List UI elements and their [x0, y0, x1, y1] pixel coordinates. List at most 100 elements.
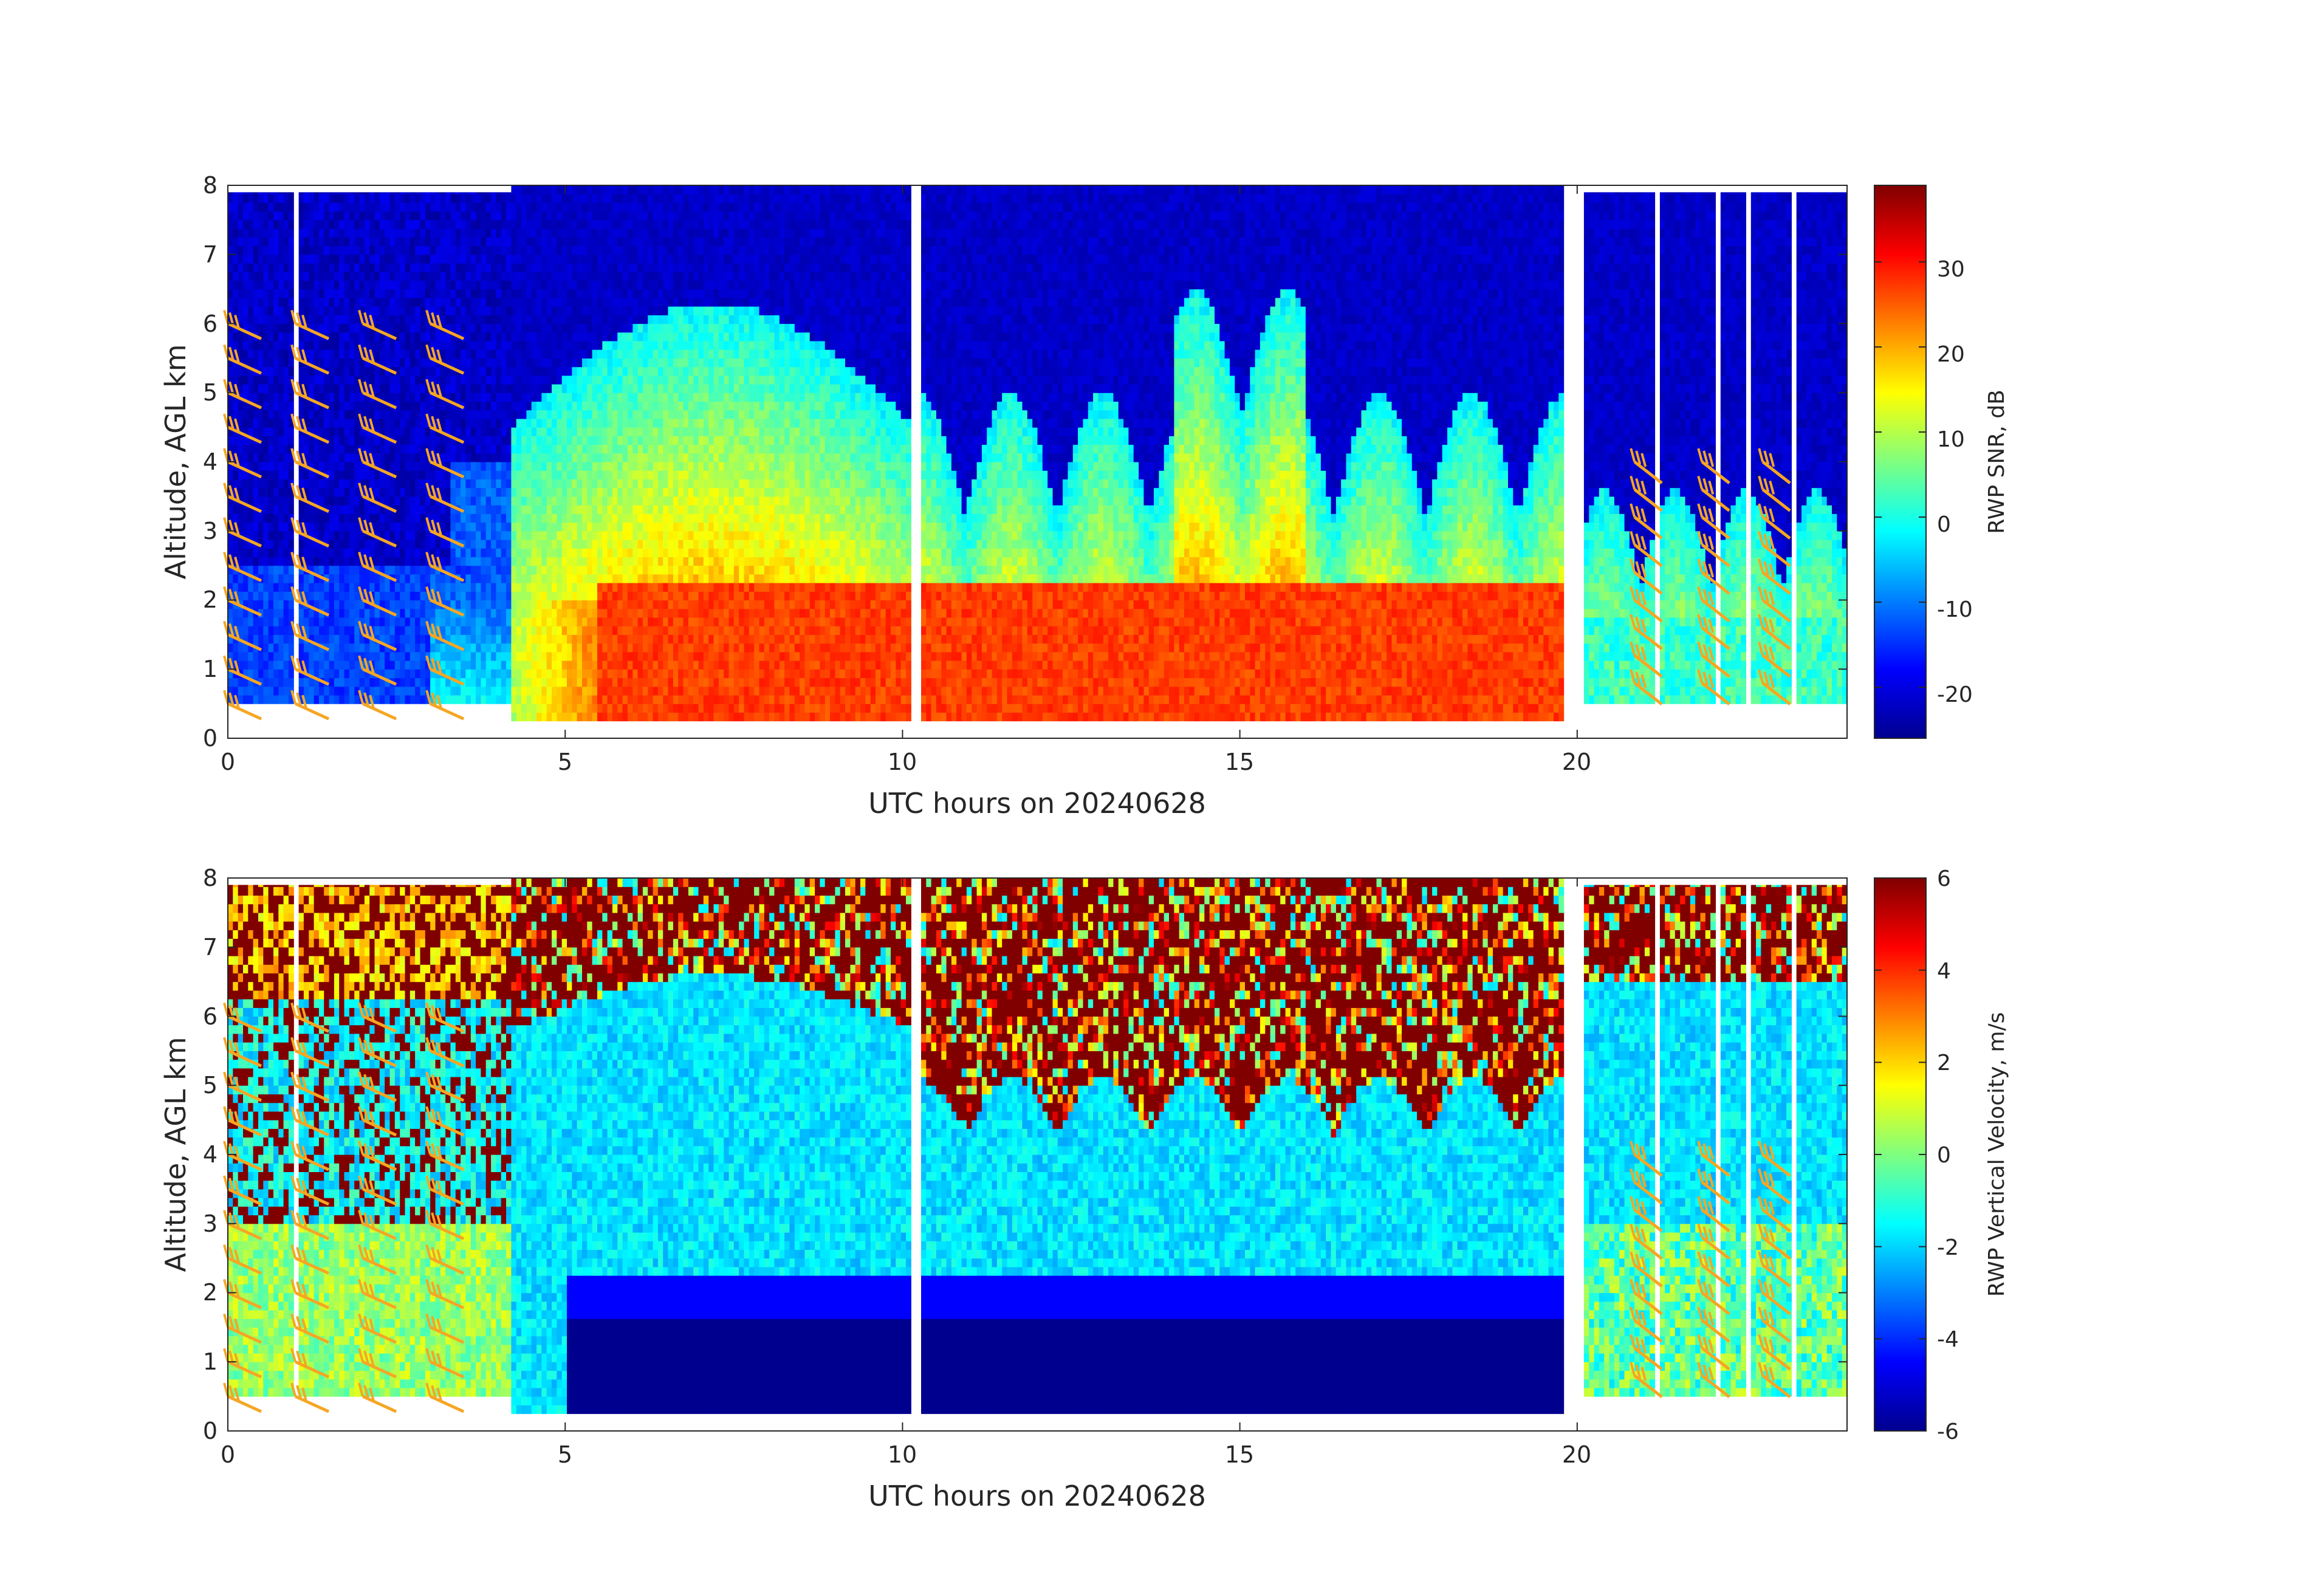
- heat-cell: [481, 444, 487, 454]
- heat-cell: [536, 418, 542, 428]
- heat-cell: [491, 315, 496, 324]
- heat-cell: [364, 289, 370, 298]
- heat-cell: [582, 505, 588, 514]
- heat-cell: [228, 496, 233, 506]
- heat-cell: [642, 358, 648, 368]
- heat-cell: [485, 686, 492, 696]
- heat-cell: [592, 686, 598, 696]
- heat-cell: [642, 453, 648, 462]
- heat-cell: [318, 600, 324, 609]
- heat-cell: [394, 686, 400, 696]
- heat-cell: [394, 192, 400, 194]
- heat-cell: [359, 280, 365, 290]
- heat-cell: [632, 272, 639, 281]
- heat-cell: [627, 427, 633, 436]
- heat-cell: [329, 202, 335, 212]
- heat-cell: [400, 254, 406, 264]
- heat-cell: [258, 245, 264, 255]
- heat-cell: [607, 427, 613, 436]
- heat-cell: [582, 651, 588, 661]
- heat-cell: [339, 272, 345, 281]
- heat-cell: [552, 470, 557, 479]
- heat-cell: [273, 643, 279, 653]
- heat-cell: [263, 530, 269, 540]
- heat-cell: [511, 513, 517, 523]
- heat-cell: [364, 505, 370, 514]
- heat-cell: [430, 548, 436, 557]
- heat-cell: [288, 323, 294, 333]
- heat-cell: [587, 358, 593, 368]
- heat-cell: [273, 660, 279, 670]
- heat-cell: [445, 505, 451, 514]
- heat-cell: [577, 384, 583, 393]
- heat-cell: [577, 211, 583, 221]
- heat-cell: [334, 418, 340, 428]
- heat-cell: [243, 453, 249, 462]
- heat-cell: [238, 574, 244, 583]
- heat-cell: [511, 418, 517, 428]
- heat-cell: [612, 202, 618, 212]
- heat-cell: [440, 660, 446, 670]
- heat-cell: [617, 263, 623, 272]
- heat-cell: [642, 323, 648, 333]
- heat-cell: [470, 487, 476, 497]
- heat-cell: [420, 228, 426, 238]
- heat-cell: [481, 513, 487, 523]
- heat-cell: [536, 600, 542, 609]
- heat-cell: [400, 634, 406, 644]
- heat-cell: [415, 192, 420, 194]
- heat-cell: [577, 315, 583, 324]
- heat-cell: [587, 583, 593, 592]
- heat-cell: [400, 565, 406, 575]
- heat-cell: [470, 436, 476, 445]
- heat-cell: [491, 565, 496, 575]
- heat-cell: [243, 228, 249, 238]
- heat-cell: [394, 530, 400, 540]
- heat-cell: [632, 410, 639, 419]
- heat-cell: [374, 496, 380, 506]
- heat-cell: [385, 297, 391, 307]
- heat-cell: [420, 358, 426, 368]
- heat-cell: [521, 263, 527, 272]
- heat-cell: [309, 436, 315, 445]
- heat-cell: [491, 513, 496, 523]
- heat-cell: [506, 487, 512, 497]
- heat-cell: [268, 427, 274, 436]
- heat-cell: [561, 245, 567, 255]
- heat-cell: [627, 444, 633, 454]
- heat-cell: [228, 651, 233, 661]
- heat-cell: [430, 444, 436, 454]
- heat-cell: [587, 237, 593, 247]
- heat-cell: [506, 349, 512, 358]
- heat-cell: [283, 297, 289, 307]
- heat-cell: [557, 306, 563, 315]
- heat-cell: [385, 366, 391, 376]
- heat-cell: [243, 237, 249, 247]
- heat-cell: [268, 583, 274, 592]
- heat-cell: [263, 643, 269, 653]
- heat-cell: [561, 462, 567, 471]
- heat-cell: [318, 591, 324, 601]
- heat-cell: [602, 530, 608, 540]
- heat-cell: [349, 462, 355, 471]
- heat-cell: [506, 470, 512, 479]
- heat-cell: [557, 487, 563, 497]
- heat-cell: [253, 496, 259, 506]
- heat-cell: [354, 565, 360, 575]
- heat-cell: [283, 401, 289, 411]
- heat-cell: [582, 272, 588, 281]
- heat-cell: [461, 436, 466, 445]
- heat-cell: [248, 211, 254, 221]
- heat-cell: [283, 600, 289, 609]
- heat-cell: [349, 192, 355, 194]
- heat-cell: [314, 540, 320, 549]
- heat-cell: [233, 254, 239, 264]
- heat-cell: [506, 695, 512, 704]
- heat-cell: [632, 444, 639, 454]
- heat-cell: [506, 202, 512, 212]
- heat-cell: [642, 427, 648, 436]
- heat-cell: [557, 626, 563, 635]
- heat-cell: [369, 263, 375, 272]
- heat-cell: [405, 479, 411, 489]
- heat-cell: [329, 393, 335, 402]
